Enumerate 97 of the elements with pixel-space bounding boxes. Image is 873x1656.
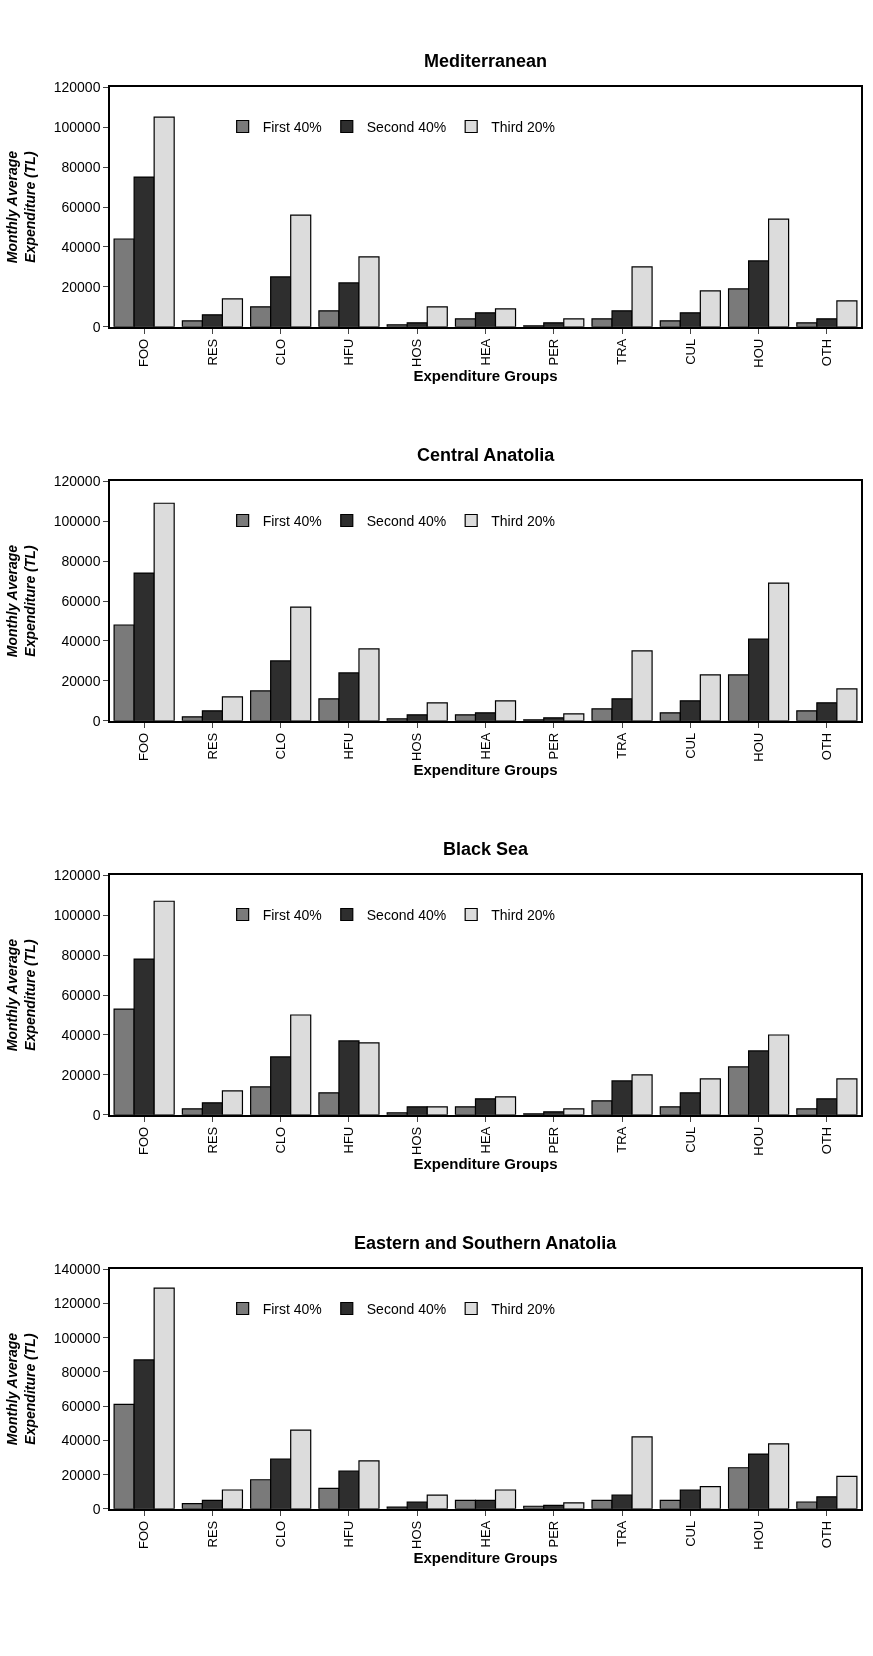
y-tick-label: 120000 xyxy=(53,473,101,490)
x-tick-label: HFU xyxy=(341,1126,357,1154)
x-tick-label: HOU xyxy=(750,338,766,368)
y-tick-label: 20000 xyxy=(61,672,101,689)
x-tick-label: OTH xyxy=(819,338,835,367)
x-tick-label: HEA xyxy=(477,1520,493,1548)
x-tick-label: CLO xyxy=(272,1126,288,1154)
x-tick-label: OTH xyxy=(819,1520,835,1549)
y-tick-label: 0 xyxy=(92,712,101,729)
x-tick-label: TRA xyxy=(614,1126,630,1153)
x-tick-label: OTH xyxy=(819,732,835,761)
y-tick-label: 120000 xyxy=(53,867,101,884)
x-tick-label: CLO xyxy=(272,338,288,366)
y-tick-label: 80000 xyxy=(61,947,101,964)
y-tick-label: 60000 xyxy=(61,198,101,215)
y-tick-label: 60000 xyxy=(61,986,101,1003)
x-tick-label: TRA xyxy=(614,1520,630,1547)
y-tick-label: 0 xyxy=(92,1106,101,1123)
x-tick-label: HFU xyxy=(341,732,357,760)
x-tick-label: HOU xyxy=(750,1520,766,1550)
x-tick-label: HEA xyxy=(477,338,493,366)
y-tick-label: 40000 xyxy=(61,1026,101,1043)
y-tick-label: 0 xyxy=(92,318,101,335)
x-tick-label: RES xyxy=(204,1520,220,1548)
x-axis-title: Expenditure Groups xyxy=(413,367,558,385)
x-tick-label: TRA xyxy=(614,338,630,365)
legend-label: Third 20% xyxy=(491,906,555,923)
legend-label: Second 40% xyxy=(366,512,447,529)
chart-title: Eastern and Southern Anatolia xyxy=(354,1233,618,1253)
legend-label: Second 40% xyxy=(366,118,447,135)
y-axis-title: Monthly Average Expenditure (TL) xyxy=(3,150,38,264)
y-tick-label: 100000 xyxy=(53,119,101,136)
y-tick-label: 120000 xyxy=(53,1295,101,1312)
x-tick-label: CUL xyxy=(682,1520,698,1547)
y-tick-label: 60000 xyxy=(61,1398,101,1415)
y-tick-label: 0 xyxy=(92,1500,101,1517)
x-tick-label: HFU xyxy=(341,1520,357,1548)
x-tick-label: FOO xyxy=(136,338,152,367)
y-tick-label: 100000 xyxy=(53,513,101,530)
y-tick-label: 20000 xyxy=(61,278,101,295)
x-axis-title: Expenditure Groups xyxy=(413,1549,558,1567)
y-tick-label: 100000 xyxy=(53,907,101,924)
x-tick-label: CUL xyxy=(682,1126,698,1153)
x-axis-title: Expenditure Groups xyxy=(413,761,558,779)
legend-label: Second 40% xyxy=(366,906,447,923)
y-axis-title: Monthly Average Expenditure (TL) xyxy=(3,544,38,658)
legend-label: First 40% xyxy=(262,906,322,923)
y-tick-label: 80000 xyxy=(61,159,101,176)
x-tick-label: CLO xyxy=(272,1520,288,1548)
legend-label: First 40% xyxy=(262,512,322,529)
x-tick-label: HOS xyxy=(409,1126,425,1155)
x-tick-label: HFU xyxy=(341,338,357,366)
x-tick-label: HOS xyxy=(409,338,425,367)
chart-title: Black Sea xyxy=(443,839,530,859)
x-tick-label: PER xyxy=(545,1520,561,1548)
x-tick-label: HEA xyxy=(477,1126,493,1154)
legend-label: First 40% xyxy=(262,118,322,135)
y-axis-title: Monthly Average Expenditure (TL) xyxy=(3,938,38,1052)
y-axis-title: Monthly Average Expenditure (TL) xyxy=(3,1332,38,1446)
x-tick-label: PER xyxy=(545,732,561,760)
x-tick-label: HOS xyxy=(409,1520,425,1549)
x-tick-label: PER xyxy=(545,338,561,366)
x-tick-label: CLO xyxy=(272,732,288,760)
y-tick-label: 20000 xyxy=(61,1066,101,1083)
x-tick-label: FOO xyxy=(136,1520,152,1549)
x-tick-label: HOS xyxy=(409,732,425,761)
x-tick-label: RES xyxy=(204,732,220,760)
legend-label: Third 20% xyxy=(491,512,555,529)
x-tick-label: RES xyxy=(204,1126,220,1154)
y-tick-label: 80000 xyxy=(61,1363,101,1380)
legend-label: Third 20% xyxy=(491,118,555,135)
y-tick-label: 40000 xyxy=(61,238,101,255)
x-tick-label: FOO xyxy=(136,732,152,761)
x-tick-label: RES xyxy=(204,338,220,366)
y-tick-label: 40000 xyxy=(61,632,101,649)
y-tick-label: 140000 xyxy=(53,1261,101,1278)
chart-title: Central Anatolia xyxy=(417,445,556,465)
y-tick-label: 20000 xyxy=(61,1466,101,1483)
x-axis-title: Expenditure Groups xyxy=(413,1155,558,1173)
x-tick-label: HEA xyxy=(477,732,493,760)
x-tick-label: PER xyxy=(545,1126,561,1154)
legend-label: First 40% xyxy=(262,1300,322,1317)
x-tick-label: HOU xyxy=(750,1126,766,1156)
x-tick-label: HOU xyxy=(750,732,766,762)
y-tick-label: 60000 xyxy=(61,592,101,609)
x-tick-label: OTH xyxy=(819,1126,835,1155)
y-tick-label: 100000 xyxy=(53,1329,101,1346)
chart-title: Mediterranean xyxy=(424,51,548,71)
x-tick-label: CUL xyxy=(682,338,698,365)
x-tick-label: CUL xyxy=(682,732,698,759)
legend-label: Third 20% xyxy=(491,1300,555,1317)
x-tick-label: TRA xyxy=(614,732,630,759)
y-tick-label: 40000 xyxy=(61,1432,101,1449)
y-tick-label: 120000 xyxy=(53,79,101,96)
x-tick-label: FOO xyxy=(136,1126,152,1155)
y-tick-label: 80000 xyxy=(61,553,101,570)
legend-label: Second 40% xyxy=(366,1300,447,1317)
